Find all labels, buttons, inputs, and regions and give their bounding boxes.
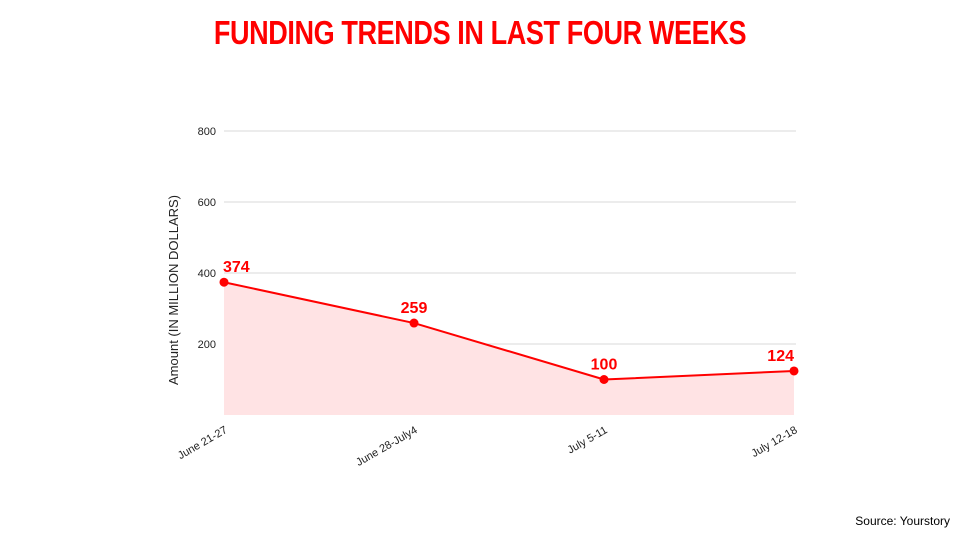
chart-title: FUNDING TRENDS IN LAST FOUR WEEKS bbox=[213, 14, 747, 51]
data-point bbox=[409, 318, 419, 328]
data-line bbox=[223, 281, 795, 381]
data-label: 374 bbox=[223, 259, 250, 276]
x-axis-ticks: June 21-27 June 28-July4 July 5-11 July 12-… bbox=[176, 424, 800, 469]
x-tick-label: June 28-July4 bbox=[354, 424, 419, 469]
y-tick-label: 800 bbox=[198, 126, 216, 138]
y-tick-label: 400 bbox=[198, 268, 216, 280]
source-note: Source: Yourstory bbox=[855, 514, 950, 528]
x-tick-label: June 21-27 bbox=[176, 424, 230, 462]
data-points bbox=[219, 277, 799, 384]
data-label: 259 bbox=[401, 300, 428, 317]
data-labels: 374 259 100 124 bbox=[223, 259, 794, 373]
data-label: 100 bbox=[591, 357, 618, 374]
data-point bbox=[599, 375, 609, 384]
area-fill bbox=[224, 282, 794, 415]
y-axis-label: Amount (IN MILLION DOLLARS) bbox=[166, 195, 181, 385]
data-label: 124 bbox=[767, 348, 794, 365]
x-tick-label: July 12-18 bbox=[750, 424, 800, 460]
data-point bbox=[219, 277, 229, 287]
data-point bbox=[789, 366, 799, 376]
x-tick-label: July 5-11 bbox=[566, 424, 610, 456]
y-tick-label: 200 bbox=[198, 339, 216, 351]
y-axis-ticks: 200 400 600 800 bbox=[198, 126, 216, 351]
series-line bbox=[223, 281, 795, 381]
area-region bbox=[224, 282, 794, 415]
y-tick-label: 600 bbox=[198, 197, 216, 209]
